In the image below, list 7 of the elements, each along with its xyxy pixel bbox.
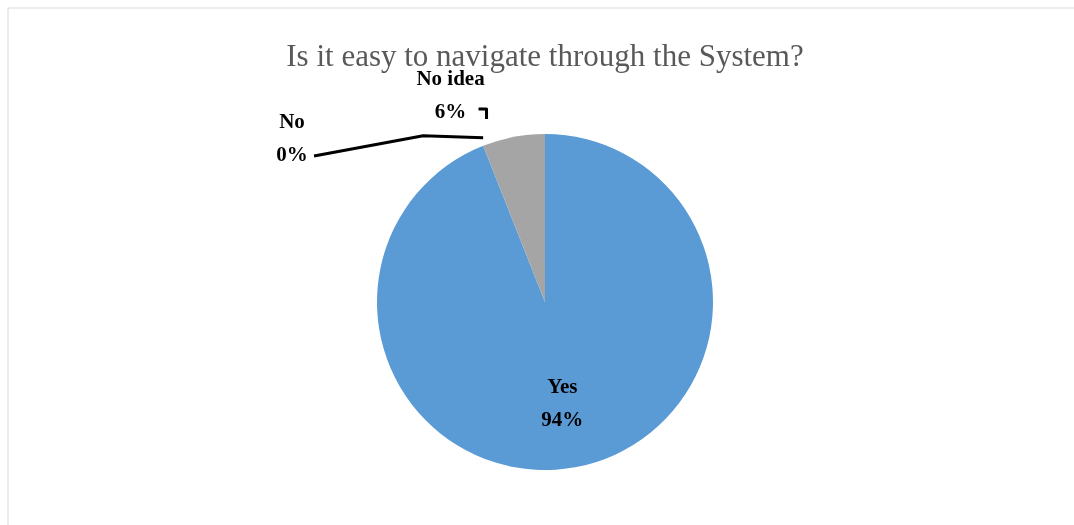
text: 0% [276,142,308,166]
pie-slice [377,134,713,470]
data-label: 94% [541,406,584,431]
category-label: No [279,109,305,133]
data-label: 6% [434,98,467,123]
pie-slice [483,134,545,302]
slice-label: Yes [547,373,578,398]
